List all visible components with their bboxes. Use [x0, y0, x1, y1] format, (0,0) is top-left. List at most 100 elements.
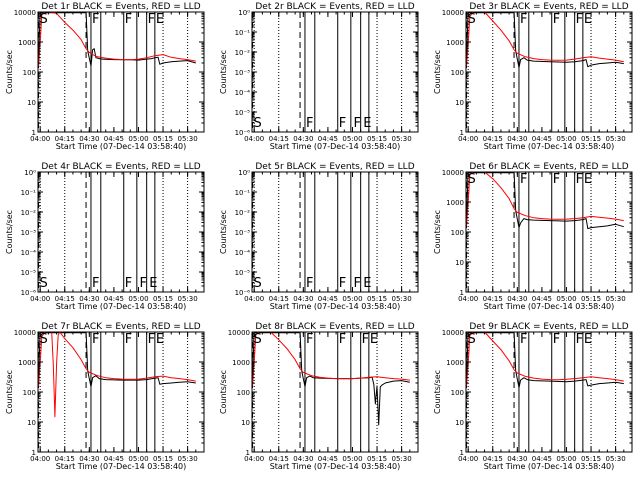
y-tick-label: 10 — [455, 419, 464, 427]
marker-letter-s-1: S — [40, 276, 48, 291]
y-axis-label: Counts/sec — [433, 210, 442, 254]
x-tick-label: 05:30 — [178, 455, 198, 463]
marker-letter-s-1: S — [254, 276, 262, 291]
x-tick-label: 04:45 — [318, 135, 338, 143]
x-tick-label: 04:30 — [293, 295, 313, 303]
x-tick-label: 04:30 — [507, 455, 527, 463]
y-tick-label: 1000 — [446, 199, 464, 207]
series-lld-line — [466, 331, 624, 386]
x-tick-label: 05:30 — [178, 295, 198, 303]
marker-letter-f-4: F — [148, 12, 155, 27]
marker-letter-f-2: F — [306, 276, 313, 291]
x-tick-label: 05:15 — [367, 135, 387, 143]
marker-letter-f-3: F — [125, 12, 132, 27]
x-tick-label: 05:15 — [367, 455, 387, 463]
x-tick-label: 04:15 — [55, 455, 75, 463]
panel-title: Det 1r BLACK = Events, RED = LLD — [41, 2, 200, 12]
y-tick-label: 10⁻³ — [235, 229, 251, 237]
marker-letter-f-2: F — [92, 276, 99, 291]
x-tick-label: 05:30 — [392, 295, 412, 303]
x-axis-label: Start Time (07-Dec-14 03:58:40) — [56, 462, 187, 471]
series-events-line — [38, 12, 196, 67]
plot-frame — [465, 171, 633, 293]
y-tick-label: 10⁻⁶ — [235, 129, 251, 137]
y-tick-label: 1000 — [446, 359, 464, 367]
marker-letter-f-4: F — [576, 172, 583, 187]
x-axis-label: Start Time (07-Dec-14 03:58:40) — [56, 302, 187, 311]
y-tick-label: 1 — [460, 129, 464, 137]
marker-letter-f-3: F — [553, 172, 560, 187]
x-tick-label: 05:00 — [128, 455, 148, 463]
panel-title: Det 7r BLACK = Events, RED = LLD — [41, 322, 200, 332]
y-tick-label: 1 — [32, 129, 36, 137]
y-tick-label: 10⁻¹ — [235, 189, 251, 197]
plot-frame — [251, 331, 419, 453]
y-tick-label: 10⁻⁶ — [235, 289, 251, 297]
x-axis-label: Start Time (07-Dec-14 03:58:40) — [484, 302, 615, 311]
x-tick-label: 05:15 — [581, 295, 601, 303]
y-tick-label: 10⁰ — [238, 9, 250, 17]
panel-title: Det 5r BLACK = Events, RED = LLD — [255, 162, 414, 172]
x-axis-label: Start Time (07-Dec-14 03:58:40) — [270, 462, 401, 471]
marker-letter-f-3: F — [339, 332, 346, 347]
y-axis-label: Counts/sec — [5, 370, 14, 414]
x-tick-label: 04:45 — [318, 455, 338, 463]
x-tick-label: 05:00 — [556, 135, 576, 143]
y-tick-label: 10 — [455, 99, 464, 107]
marker-letter-f-4: F — [362, 332, 369, 347]
marker-letter-e-5: E — [363, 276, 371, 291]
panel-title: Det 2r BLACK = Events, RED = LLD — [255, 2, 414, 12]
x-tick-label: 04:45 — [104, 135, 124, 143]
y-tick-label: 1000 — [18, 359, 36, 367]
y-tick-label: 10⁻³ — [21, 229, 37, 237]
x-tick-label: 04:30 — [79, 295, 99, 303]
plot-frame — [37, 331, 205, 453]
y-tick-label: 1 — [32, 449, 36, 457]
y-tick-label: 10⁻² — [235, 49, 251, 57]
y-tick-label: 100 — [23, 389, 36, 397]
x-tick-label: 04:00 — [458, 135, 478, 143]
y-axis-label: Counts/sec — [219, 50, 228, 94]
y-tick-label: 10⁻¹ — [21, 189, 37, 197]
plot-frame — [37, 11, 205, 133]
marker-letter-f-3: F — [553, 332, 560, 347]
marker-letter-f-2: F — [306, 332, 313, 347]
panel-title: Det 3r BLACK = Events, RED = LLD — [469, 2, 628, 12]
x-tick-label: 04:00 — [458, 455, 478, 463]
y-tick-label: 10000 — [442, 9, 464, 17]
y-axis-label: Counts/sec — [433, 50, 442, 94]
x-tick-label: 04:45 — [532, 295, 552, 303]
x-tick-label: 04:00 — [244, 135, 264, 143]
marker-letter-f-3: F — [339, 276, 346, 291]
y-tick-label: 100 — [451, 229, 464, 237]
x-tick-label: 04:15 — [269, 455, 289, 463]
x-tick-label: 04:15 — [483, 455, 503, 463]
x-tick-label: 04:30 — [293, 135, 313, 143]
plot-frame — [465, 11, 633, 133]
marker-letter-s-1: S — [468, 12, 476, 27]
x-tick-label: 04:00 — [30, 455, 50, 463]
y-tick-label: 10⁻² — [235, 209, 251, 217]
marker-letter-e-5: E — [584, 12, 592, 27]
y-tick-label: 10⁻⁵ — [235, 109, 251, 117]
x-tick-label: 05:00 — [128, 295, 148, 303]
series-lld-line — [252, 331, 410, 386]
series-events-line — [466, 12, 624, 69]
marker-letter-e-5: E — [370, 332, 378, 347]
y-tick-label: 10⁻⁶ — [21, 289, 37, 297]
y-axis-label: Counts/sec — [219, 210, 228, 254]
y-tick-label: 10⁻⁵ — [235, 269, 251, 277]
marker-letter-e-5: E — [149, 276, 157, 291]
y-tick-label: 10 — [241, 419, 250, 427]
x-tick-label: 04:45 — [104, 295, 124, 303]
x-tick-label: 04:15 — [55, 135, 75, 143]
y-tick-label: 100 — [23, 69, 36, 77]
x-tick-label: 04:00 — [30, 295, 50, 303]
y-tick-label: 10⁰ — [238, 169, 250, 177]
y-axis-label: Counts/sec — [433, 370, 442, 414]
